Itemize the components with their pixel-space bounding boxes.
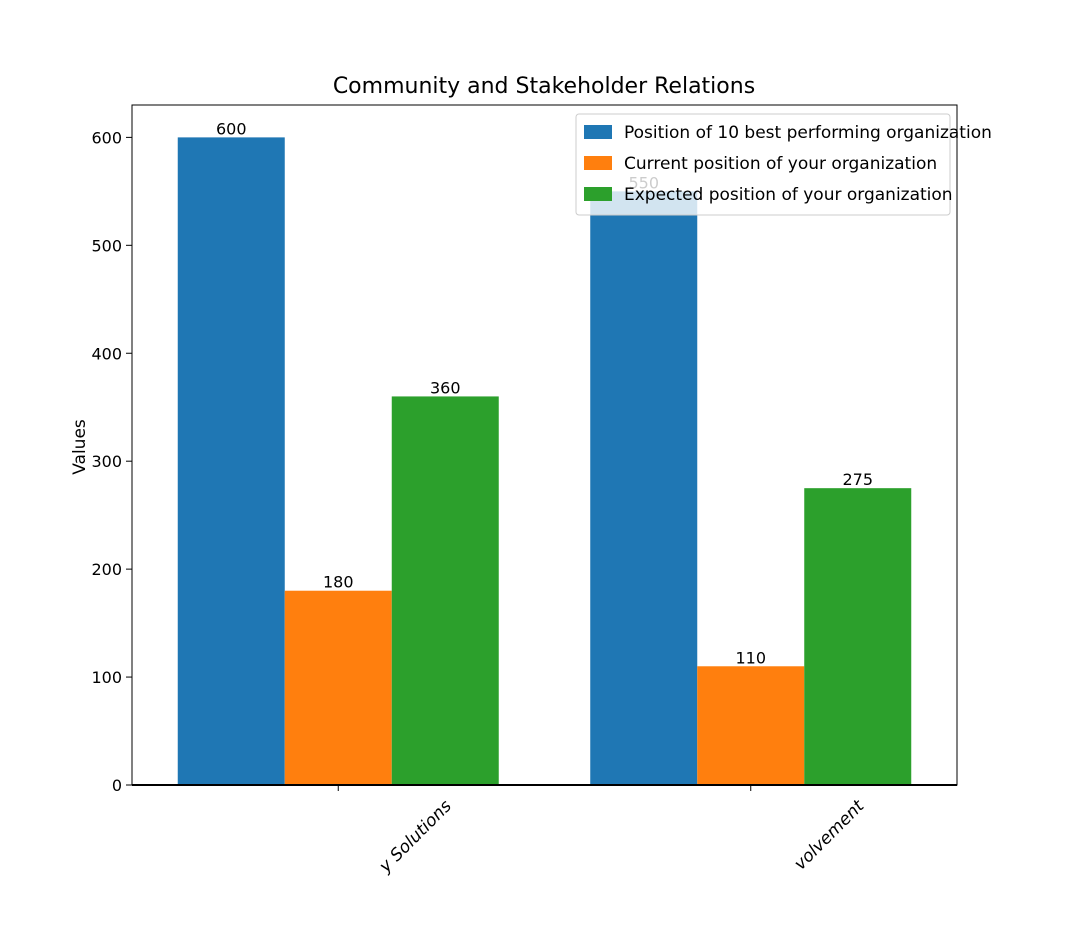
- y-tick-label: 300: [91, 452, 122, 471]
- legend-entry: Position of 10 best performing organizat…: [624, 123, 992, 143]
- bar-value-label: 275: [842, 470, 873, 489]
- y-tick-label: 600: [91, 128, 122, 147]
- x-tick-label: volvement: [790, 795, 869, 874]
- y-axis-title: Values: [70, 419, 90, 475]
- y-axis: 0 100 200 300 400 500 600: [91, 128, 132, 795]
- legend: Position of 10 best performing organizat…: [575, 113, 992, 216]
- legend-swatch: [584, 187, 612, 201]
- bar-2-2: [697, 666, 805, 785]
- bar-2-1: [284, 590, 392, 785]
- bar-value-label: 110: [735, 648, 766, 667]
- bars-group: [177, 137, 912, 785]
- bar-3-1: [391, 396, 499, 785]
- y-tick-label: 200: [91, 560, 122, 579]
- bar-1-2: [590, 191, 698, 785]
- legend-box: [575, 113, 951, 216]
- legend-swatch: [584, 125, 612, 139]
- x-axis: y Solutions volvement: [337, 785, 869, 877]
- y-tick-label: 100: [91, 668, 122, 687]
- y-tick-label: 500: [91, 236, 122, 255]
- bar-value-label: 180: [323, 573, 354, 592]
- bar-value-label: 360: [430, 378, 461, 397]
- bar-3-2: [804, 488, 912, 785]
- bar-1-1: [177, 137, 285, 785]
- legend-swatch: [584, 156, 612, 170]
- legend-entry: Expected position of your organization: [624, 185, 953, 205]
- bar-value-label: 600: [216, 119, 247, 138]
- legend-entry: Current position of your organization: [624, 154, 937, 174]
- chart-title: Community and Stakeholder Relations: [333, 74, 755, 99]
- x-tick-label: y Solutions: [375, 796, 456, 877]
- y-tick-label: 400: [91, 344, 122, 363]
- y-tick-label: 0: [112, 776, 122, 795]
